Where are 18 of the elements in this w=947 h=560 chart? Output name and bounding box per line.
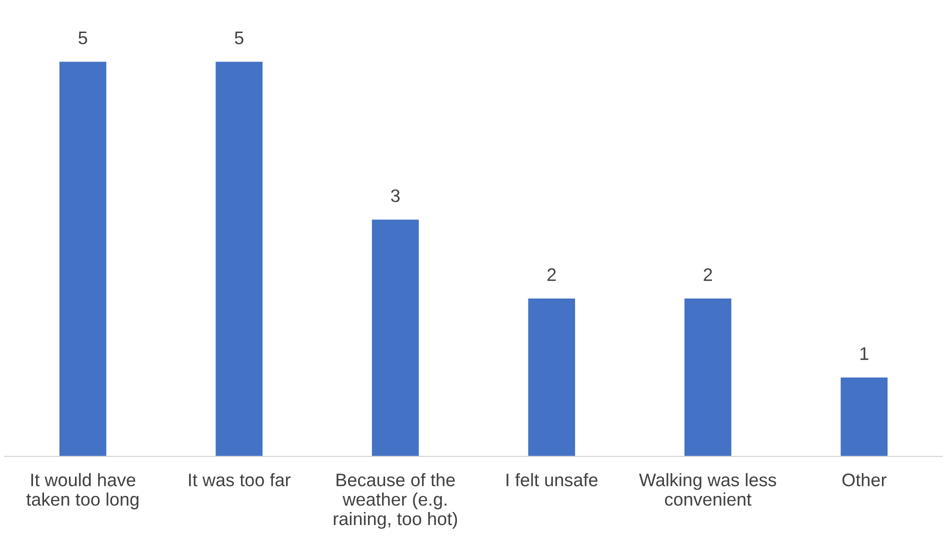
bar [216,62,263,456]
bar [372,220,419,456]
x-tick-label: Other [842,473,886,486]
data-label: 3 [391,189,400,202]
data-label: 2 [548,268,556,281]
bar [528,298,576,456]
bar [684,298,732,456]
x-tick-label: I felt unsafe [506,473,598,486]
data-label: 5 [234,32,244,44]
x-tick-label: It would have taken too long [26,473,138,510]
x-tick-label: Because of the weather (e.g. raining, too hot) [334,473,457,529]
data-label: 5 [78,32,88,44]
data-label: 1 [860,347,868,360]
x-tick-label: Walking was less convenient [639,473,776,506]
bar [59,62,106,456]
x-tick-label: It was too far [189,473,290,486]
bar [840,377,888,456]
data-label: 2 [704,268,712,281]
